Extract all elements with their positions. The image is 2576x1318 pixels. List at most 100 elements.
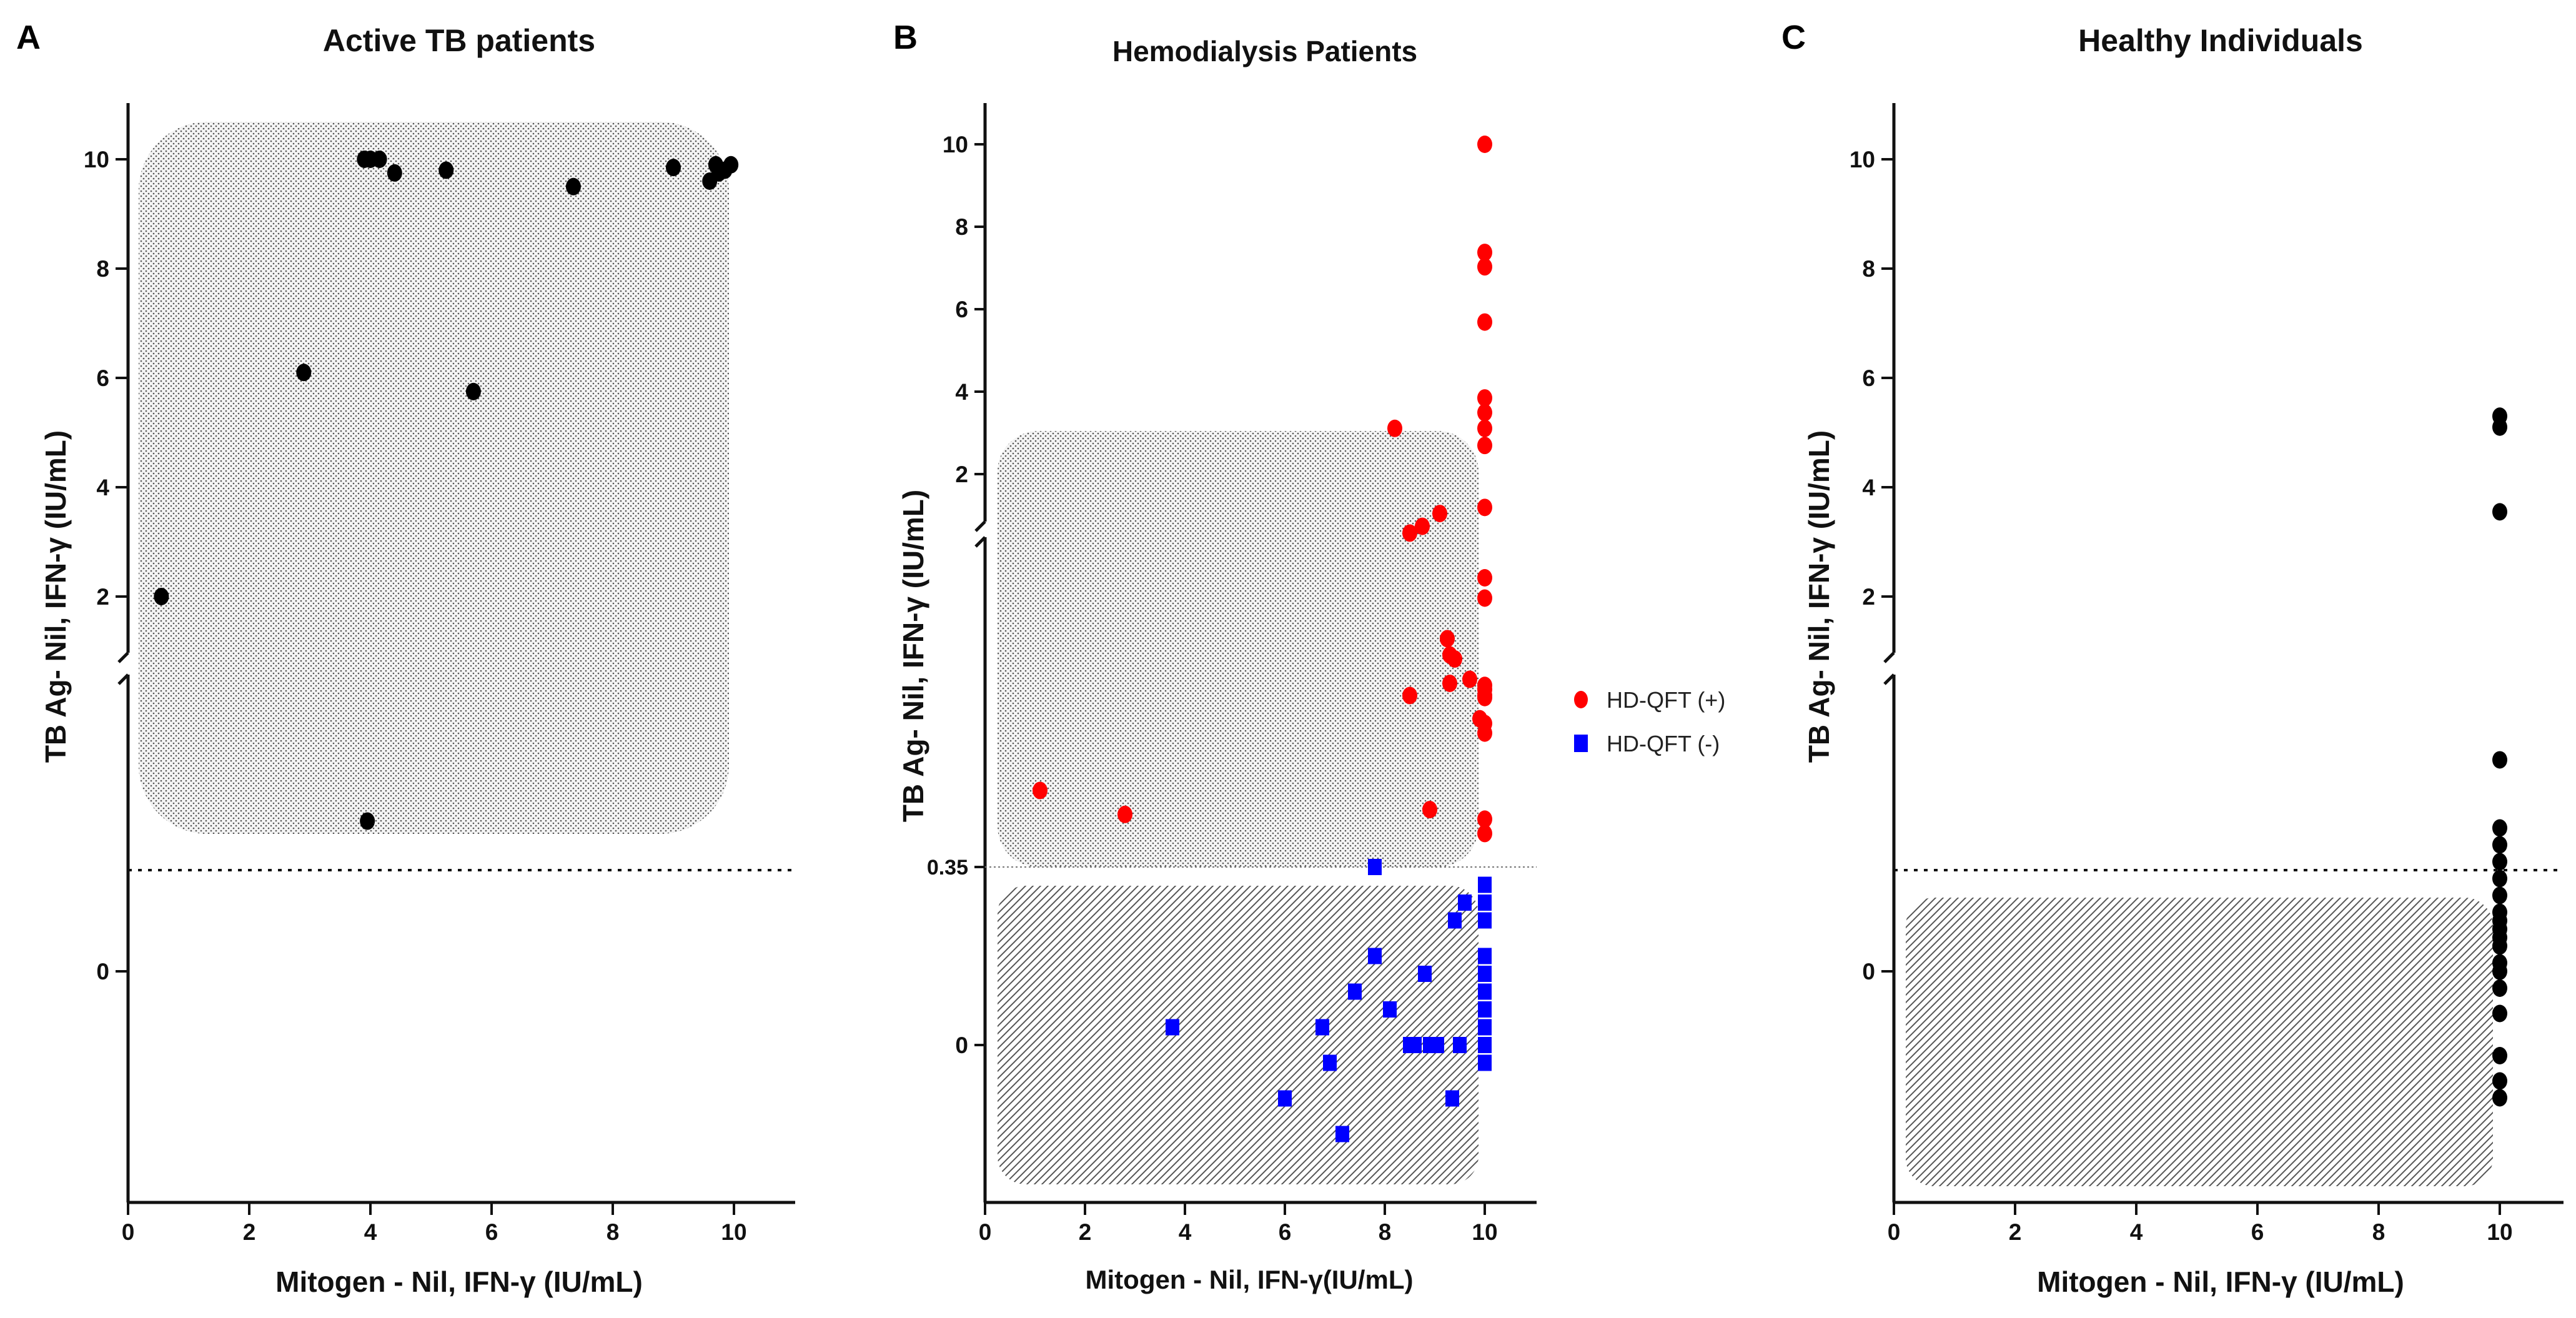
- data-point-a-s0-6: [438, 161, 454, 179]
- data-point-b-s0-31: [1477, 810, 1492, 828]
- data-point-b-s0-19: [1442, 675, 1457, 692]
- data-point-b-s0-10: [1477, 589, 1492, 607]
- x-axis-label-a: Mitogen - Nil, IFN-γ (IU/mL): [275, 1266, 643, 1298]
- data-point-b-s0-24: [1402, 686, 1417, 705]
- x-tick-label-c: 2: [2009, 1219, 2022, 1245]
- y-tick-label-b: 0: [955, 1033, 968, 1058]
- data-point-b-s0-6: [1477, 419, 1492, 437]
- data-point-b-s1-26: [1478, 1037, 1492, 1053]
- data-point-b-s0-2: [1477, 258, 1492, 276]
- y-axis-b: [974, 103, 987, 1202]
- x-tick-label-c: 10: [2487, 1219, 2512, 1245]
- data-point-b-s1-15: [1278, 1090, 1292, 1107]
- data-point-b-s0-8: [1477, 498, 1492, 517]
- x-axis-label-c: Mitogen - Nil, IFN-γ (IU/mL): [2037, 1266, 2404, 1298]
- x-tick-label-a: 4: [364, 1219, 377, 1245]
- data-points-c: [2492, 407, 2507, 1107]
- data-point-b-s1-24: [1478, 1001, 1492, 1018]
- data-point-c-s0-6: [2492, 853, 2507, 871]
- data-point-c-s0-4: [2492, 819, 2507, 837]
- shade-region-negative-b: [998, 886, 1479, 1184]
- shade-region-negative-c: [1906, 898, 2493, 1186]
- x-tick-label-c: 8: [2372, 1219, 2385, 1245]
- x-tick-label-b: 8: [1379, 1219, 1392, 1245]
- data-point-b-s1-23: [1478, 983, 1492, 1000]
- data-point-b-s0-15: [1440, 630, 1455, 648]
- data-point-a-s0-15: [360, 812, 375, 830]
- y-tick-label-a: 2: [96, 584, 109, 610]
- data-point-b-s1-17: [1335, 1126, 1349, 1142]
- data-point-b-s1-25: [1478, 1019, 1492, 1036]
- y-tick-label-c: 0: [1862, 959, 1875, 984]
- data-point-b-s0-9: [1477, 569, 1492, 587]
- data-points-a: [154, 151, 739, 830]
- y-axis-break-b-1: [974, 520, 986, 532]
- data-point-b-s1-19: [1478, 894, 1492, 911]
- data-point-a-s0-4: [372, 151, 387, 168]
- y-tick-label-b: 4: [955, 379, 968, 405]
- data-point-b-s1-16: [1445, 1090, 1459, 1107]
- data-point-b-s0-7: [1477, 437, 1492, 455]
- data-point-b-s0-5: [1477, 404, 1492, 422]
- data-point-a-s0-5: [387, 164, 402, 182]
- data-point-b-s1-10: [1408, 1037, 1422, 1053]
- panel-a: A Active TB patients 2 4 6 8 10 0: [16, 19, 795, 1298]
- y-tick-label-a: 10: [84, 147, 109, 172]
- chart-title-c: Healthy Individuals: [2078, 23, 2363, 58]
- data-point-b-s0-13: [1415, 517, 1430, 535]
- x-tick-label-a: 6: [485, 1219, 498, 1245]
- y-tick-label-b: 6: [955, 297, 968, 322]
- x-tick-label-b: 10: [1472, 1219, 1497, 1245]
- data-point-b-s0-18: [1462, 670, 1477, 688]
- data-point-b-s0-29: [1117, 805, 1132, 823]
- panel-label-b: B: [893, 19, 918, 56]
- data-point-b-s1-13: [1453, 1037, 1467, 1053]
- data-point-b-s1-20: [1478, 912, 1492, 929]
- data-point-b-s1-12: [1430, 1037, 1444, 1053]
- data-point-b-s1-2: [1448, 912, 1462, 929]
- data-point-b-s0-14: [1432, 505, 1447, 523]
- data-point-c-s0-17: [2492, 1004, 2507, 1023]
- chart-title-b: Hemodialysis Patients: [1112, 35, 1417, 67]
- data-point-b-s0-30: [1422, 801, 1437, 819]
- data-point-b-s1-7: [1166, 1019, 1179, 1036]
- data-point-b-s1-3: [1368, 948, 1382, 964]
- data-point-b-s0-11: [1387, 419, 1402, 437]
- data-point-c-s0-20: [2492, 1089, 2507, 1107]
- data-point-b-s1-22: [1478, 966, 1492, 982]
- data-point-b-s1-14: [1323, 1054, 1337, 1071]
- y-tick-label-a: 4: [96, 475, 109, 500]
- x-tick-label-b: 4: [1179, 1219, 1192, 1245]
- data-point-b-s1-0: [1368, 859, 1382, 875]
- y-axis-label-b: TB Ag- Nil, IFN-γ (IU/mL): [897, 490, 929, 822]
- legend-b: HD-QFT (+) HD-QFT (-): [1574, 687, 1725, 756]
- data-point-c-s0-7: [2492, 870, 2507, 888]
- x-tick-label-c: 4: [2130, 1219, 2143, 1245]
- y-tick-label-a: 0: [96, 959, 109, 984]
- y-axis-label-a: TB Ag- Nil, IFN-γ (IU/mL): [39, 430, 72, 763]
- legend-label-hd-qft-positive: HD-QFT (+): [1607, 687, 1725, 713]
- data-point-b-s1-5: [1348, 983, 1362, 1000]
- data-points-b: [1033, 136, 1492, 1142]
- data-point-b-s0-12: [1402, 524, 1417, 542]
- x-tick-label-a: 0: [122, 1219, 135, 1245]
- panel-b: B Hemodialysis Patients 2 4 6 8 10 0.35 …: [893, 19, 1725, 1294]
- data-point-b-s1-18: [1478, 876, 1492, 893]
- x-tick-label-c: 0: [1888, 1219, 1901, 1245]
- data-point-c-s0-19: [2492, 1072, 2507, 1090]
- data-point-a-s0-1: [296, 364, 312, 382]
- y-tick-label-c: 2: [1862, 584, 1875, 610]
- x-tick-label-a: 2: [243, 1219, 256, 1245]
- data-point-b-s1-4: [1418, 966, 1432, 982]
- x-tick-label-c: 6: [2251, 1219, 2264, 1245]
- data-point-b-s0-28: [1033, 781, 1048, 800]
- y-tick-label-b: 10: [943, 132, 968, 157]
- panel-label-a: A: [16, 19, 41, 56]
- data-point-b-s0-3: [1477, 313, 1492, 331]
- data-point-c-s0-5: [2492, 836, 2507, 854]
- data-point-b-s0-23: [1477, 688, 1492, 706]
- y-tick-label-c: 4: [1862, 475, 1875, 500]
- y-axis-break-c-1: [1883, 652, 1895, 663]
- data-point-c-s0-16: [2492, 979, 2507, 997]
